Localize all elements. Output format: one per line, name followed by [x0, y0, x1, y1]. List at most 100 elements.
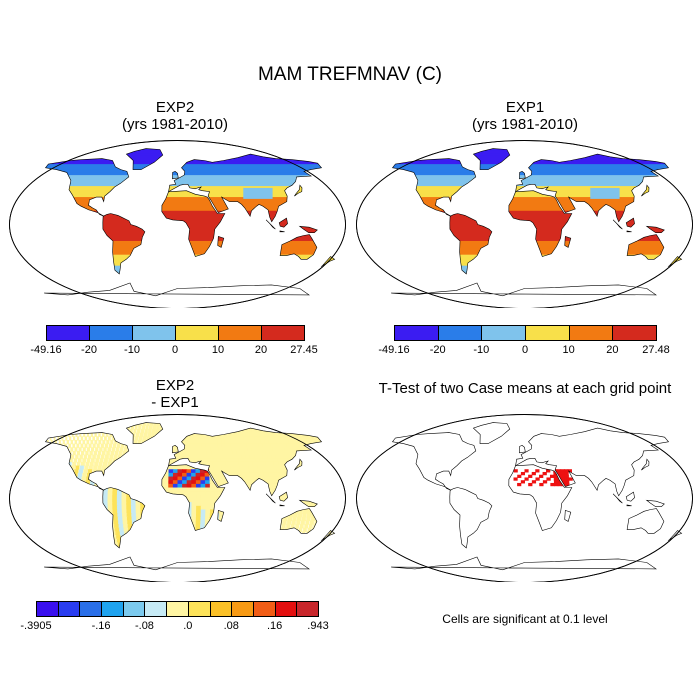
colorbar-tick-label: -10 — [124, 344, 140, 356]
coastline — [265, 493, 276, 504]
colorbar-tick-label: -.3905 — [20, 620, 52, 632]
coastline — [125, 148, 164, 170]
colorbar-tick-label: -49.16 — [30, 344, 62, 356]
coastline — [298, 225, 318, 233]
coastline — [44, 158, 130, 217]
coastline — [645, 499, 665, 507]
coastline — [168, 427, 323, 497]
coastline — [168, 153, 323, 223]
colorbar-tick-label: -10 — [473, 344, 490, 356]
coastline — [667, 530, 683, 541]
colorbar-swatch — [144, 601, 168, 617]
coastline — [612, 219, 623, 230]
coastline — [641, 184, 650, 197]
panel-exp2-name: EXP2 — [155, 99, 195, 116]
colorbar-tick-label: -.08 — [134, 620, 154, 632]
colorbar-swatch — [89, 325, 133, 341]
coastline — [278, 491, 288, 502]
colorbar-swatch — [209, 601, 233, 617]
coastline — [44, 282, 310, 297]
colorbar-tick-label: -20 — [81, 344, 97, 356]
coastline — [279, 234, 318, 260]
coastline — [279, 504, 285, 507]
coastline — [612, 493, 623, 504]
colorbar-swatch — [481, 325, 526, 341]
colorbar-swatch — [394, 325, 439, 341]
colorbar-swatch — [79, 601, 103, 617]
coastline — [294, 458, 303, 471]
colorbar-tick-label: .0 — [183, 620, 193, 632]
coastline — [564, 235, 572, 248]
coastline — [625, 217, 635, 228]
colorbar-swatch — [187, 601, 211, 617]
colorbar-tick-label: 27.48 — [642, 344, 670, 356]
coastline — [515, 427, 670, 497]
colorbar-swatch — [252, 601, 276, 617]
colorbar-tick-label: .16 — [266, 620, 283, 632]
coastline — [102, 213, 146, 275]
coastline — [102, 487, 146, 549]
colorbar-swatch — [166, 601, 189, 617]
colorbar-tick-label: -49.16 — [378, 344, 410, 356]
colorbar-swatch — [57, 601, 81, 617]
coastline — [449, 213, 493, 275]
colorbar-tick-label: 0 — [171, 344, 179, 356]
significance-note: Cells are significant at 0.1 level — [442, 612, 608, 626]
panel-title-ttest: T-Test of two Case means at each grid po… — [378, 380, 672, 397]
coastline — [320, 530, 336, 541]
map-border — [9, 414, 346, 582]
panel-title-exp2: EXP2 (yrs 1981-2010) — [55, 99, 295, 133]
colorbar-swatch — [231, 601, 254, 617]
coastline — [298, 499, 318, 507]
colorbar-swatch — [274, 601, 298, 617]
coastline — [279, 508, 318, 534]
colorbar-swatch — [36, 601, 59, 617]
colorbar-tick-label: .943 — [307, 620, 329, 632]
coastline — [391, 282, 657, 297]
colorbar-tick-label: 27.45 — [290, 344, 318, 356]
colorbar-tick-label: 10 — [211, 344, 225, 356]
coastline — [645, 225, 665, 233]
map-border — [356, 414, 693, 582]
coastline — [125, 422, 164, 444]
coastline — [265, 219, 276, 230]
colorbar-diff: -.3905 -.16 -.08 .0 .08 .16 .943 — [20, 601, 329, 632]
colorbar-swatch — [175, 325, 219, 341]
coastline — [508, 464, 573, 531]
coastline — [667, 256, 683, 267]
map-diff — [9, 414, 346, 582]
colorbar-tick-label: 0 — [521, 344, 529, 356]
coastline — [641, 458, 650, 471]
colorbar-swatch — [261, 325, 305, 341]
figure-title: MAM TREFMNAV (C) — [257, 64, 442, 85]
colorbar-swatch — [46, 325, 90, 341]
coastline — [391, 556, 657, 571]
coastline — [564, 509, 572, 522]
coastline — [515, 153, 670, 223]
panel-title-diff: EXP2 - EXP1 — [55, 377, 295, 411]
colorbar-swatch — [568, 325, 614, 341]
map-frame — [356, 414, 693, 582]
coastline — [44, 556, 310, 571]
coastline — [172, 445, 179, 454]
coastline — [161, 464, 226, 531]
colorbar-swatch — [101, 601, 124, 617]
coastline — [626, 504, 632, 507]
colorbar-swatch — [132, 325, 176, 341]
coastline — [278, 217, 288, 228]
colorbar-exp2: -49.16 -20 -10 0 10 20 27.45 — [30, 325, 318, 356]
coastline — [391, 432, 477, 491]
colorbar-tick-label: 10 — [562, 344, 575, 356]
colorbar-swatch — [218, 325, 262, 341]
coastline — [519, 171, 526, 180]
coastline — [320, 256, 336, 267]
colorbar-swatch — [525, 325, 570, 341]
colorbar-tick-label: -.16 — [91, 620, 111, 632]
map-border — [9, 140, 346, 308]
coastline — [519, 445, 526, 454]
panel-diff-name: EXP2 — [155, 377, 195, 394]
panel-exp1-years: (yrs 1981-2010) — [472, 116, 578, 133]
panel-diff-sub: - EXP1 — [151, 394, 199, 411]
panel-exp1-name: EXP1 — [505, 99, 545, 116]
colorbar-swatch — [296, 601, 319, 617]
